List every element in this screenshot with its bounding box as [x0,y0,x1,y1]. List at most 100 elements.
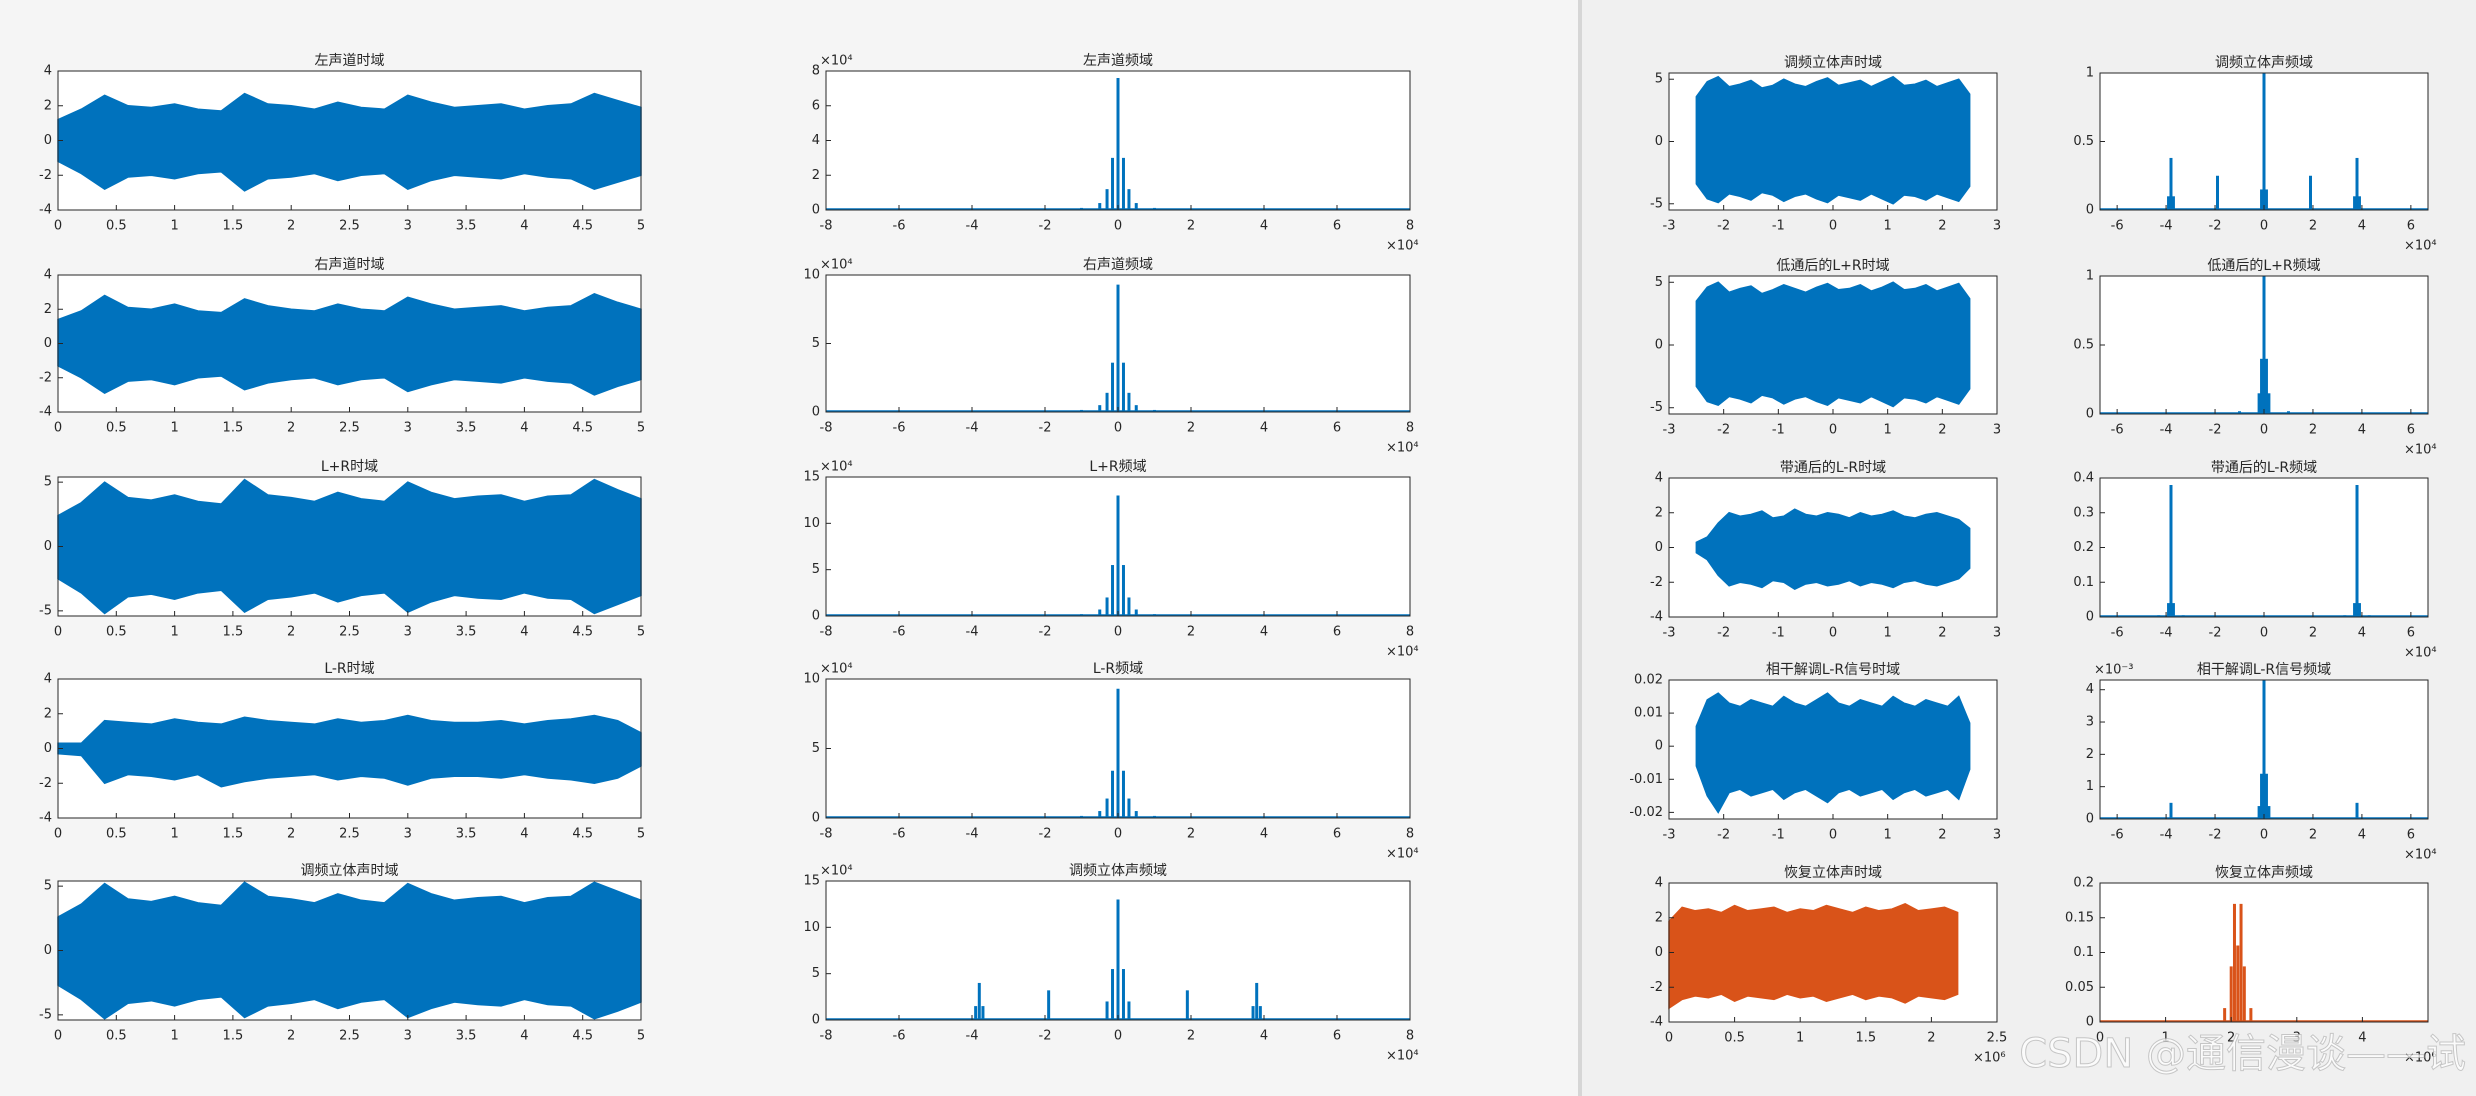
x-tick-label: 1 [1884,423,1892,438]
y-tick-label: 2 [1655,505,1663,520]
x-tick-label: 4 [1260,827,1268,842]
x-tick-label: -1 [1772,219,1785,234]
subplot-title: 低通后的L+R时域 [1776,258,1889,274]
y-tick-label: -0.01 [1629,772,1663,787]
y-tick-label: -2 [1650,575,1663,590]
subplot: 调频立体声频域 -6 -4 -2 0 2 4 6 0 0.5 1 ×10⁴ [2073,55,2436,254]
x-tick-label: 2 [1938,626,1946,641]
x-tick-label: 0 [1114,421,1122,436]
subplot: 恢复立体声频域 0 1 2 3 4 0 0.05 0.1 0.15 0.2 ×10⁶ [2065,864,2437,1066]
y-tick-label: 2 [812,168,820,183]
x-tick-label: 2 [287,219,295,234]
x-tick-label: -2 [1039,1029,1052,1044]
y-tick-label: 0 [2086,203,2094,218]
y-tick-label: 0 [812,1013,820,1028]
x-tick-label: 4 [520,827,528,842]
x-tick-label: 2 [2227,1031,2235,1046]
y-tick-label: 0 [812,811,820,826]
x-tick-label: 2 [2309,219,2317,234]
x-tick-label: 0 [54,421,62,436]
x-tick-label: 3.5 [456,421,477,436]
x-tick-label: -6 [893,421,906,436]
x-tick-label: 4 [2358,219,2366,234]
x-tick-label: 0 [54,625,62,640]
x-tick-label: -4 [966,219,979,234]
y-tick-label: 2 [2086,747,2094,762]
x-tick-label: 5 [637,1029,645,1044]
x-tick-label: -3 [1663,828,1676,843]
x-tick-label: 2 [1938,423,1946,438]
subplot: 右声道时域 0 0.5 1 1.5 2 2.5 3 3.5 4 4.5 5 -4 -2 0 2 4 [39,257,645,436]
x-tick-label: -8 [820,827,833,842]
x-tick-label: 8 [1406,625,1414,640]
x-tick-label: 8 [1406,421,1414,436]
y-tick-label: -4 [39,405,52,420]
x-tick-label: -6 [2111,626,2124,641]
signal-envelope [1695,281,1971,408]
y-tick-label: 0 [2086,1015,2094,1030]
x-exponent: ×10⁴ [2404,848,2437,863]
y-tick-label: 0 [812,405,820,420]
y-tick-label: 0.2 [2073,876,2094,891]
y-tick-label: 0 [1655,134,1663,149]
x-tick-label: 2.5 [339,625,360,640]
x-tick-label: 2.5 [1987,1031,2008,1046]
signal-envelope [57,881,642,1020]
x-tick-label: 2 [2309,423,2317,438]
y-tick-label: 0 [2086,812,2094,827]
x-exponent: ×10⁴ [2404,239,2437,254]
x-tick-label: 2.5 [339,219,360,234]
x-tick-label: 8 [1406,219,1414,234]
x-tick-label: 4 [2358,828,2366,843]
x-tick-label: 2 [287,421,295,436]
y-tick-label: 0 [1655,540,1663,555]
x-tick-label: 2 [2309,828,2317,843]
x-tick-label: 3 [1993,828,2001,843]
y-tick-label: 0 [1655,945,1663,960]
x-tick-label: -4 [966,625,979,640]
x-tick-label: 2.5 [339,827,360,842]
subplot-title: 相干解调L-R信号时域 [1766,662,1900,678]
x-tick-label: -4 [966,421,979,436]
x-tick-label: 1 [2161,1031,2169,1046]
y-exponent: ×10⁴ [820,460,853,475]
x-tick-label: 5 [637,827,645,842]
signal-envelope [57,478,642,615]
signal-envelope [57,714,642,788]
subplot: 恢复立体声时域 0 0.5 1 1.5 2 2.5 -4 -2 0 2 4 ×10⁶ [1650,864,2007,1066]
x-tick-label: 0 [1665,1031,1673,1046]
x-tick-label: 0 [2260,423,2268,438]
x-tick-label: -8 [820,219,833,234]
x-tick-label: 6 [1333,625,1341,640]
x-tick-label: -2 [2209,219,2222,234]
y-tick-label: 0 [44,336,52,351]
x-tick-label: 3 [404,219,412,234]
x-exponent: ×10⁶ [2404,1051,2437,1066]
x-tick-label: 0 [1114,219,1122,234]
x-tick-label: 3 [1993,423,2001,438]
y-tick-label: 5 [812,966,820,981]
subplot-title: 左声道时域 [315,53,385,69]
x-tick-label: 1.5 [223,625,244,640]
watermark: CSDN @通信漫谈——试 [2019,1031,2466,1077]
subplot-title: L+R时域 [321,459,378,475]
subplot: 带通后的L-R时域 -3 -2 -1 0 1 2 3 -4 -2 0 2 4 [1650,460,2001,641]
y-tick-label: 0.1 [2073,575,2094,590]
y-tick-label: -4 [39,203,52,218]
x-tick-label: 4.5 [572,219,593,234]
x-tick-label: 8 [1406,827,1414,842]
x-tick-label: 0 [1829,423,1837,438]
y-tick-label: 0.15 [2065,910,2094,925]
x-tick-label: -6 [2111,423,2124,438]
x-tick-label: -1 [1772,423,1785,438]
y-tick-label: 5 [1655,72,1663,87]
x-tick-label: -6 [893,827,906,842]
x-exponent: ×10⁴ [2404,443,2437,458]
y-tick-label: -4 [1650,1015,1663,1030]
x-tick-label: -1 [1772,626,1785,641]
x-tick-label: 1 [1796,1031,1804,1046]
y-tick-label: 8 [812,64,820,79]
